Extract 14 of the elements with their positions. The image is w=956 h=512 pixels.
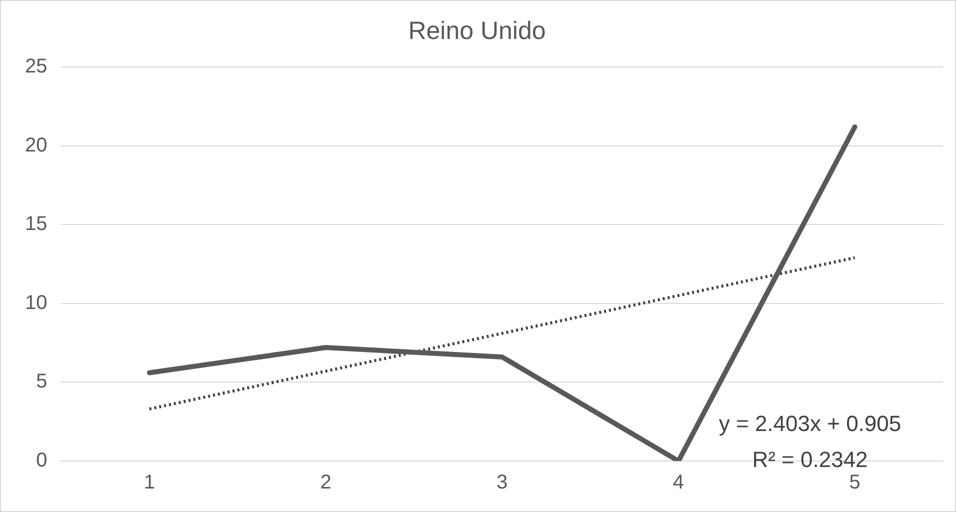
y-tick-label: 15 xyxy=(24,213,48,236)
y-tick-label: 25 xyxy=(24,56,48,78)
x-tick-label: 5 xyxy=(849,472,860,494)
x-tick-label: 4 xyxy=(672,472,684,494)
y-tick-label: 20 xyxy=(24,134,48,156)
x-tick-label: 1 xyxy=(144,472,155,494)
x-tick-label: 2 xyxy=(320,472,332,494)
chart-title: Reino Unido xyxy=(408,16,546,45)
y-tick-label: 5 xyxy=(36,370,48,393)
y-tick-label: 10 xyxy=(24,292,48,314)
y-tick-label: 0 xyxy=(36,450,48,472)
annotation: R² = 0.2342 xyxy=(752,447,868,472)
annotation: y = 2.403x + 0.905 xyxy=(718,411,902,436)
x-tick-label: 3 xyxy=(496,472,508,494)
